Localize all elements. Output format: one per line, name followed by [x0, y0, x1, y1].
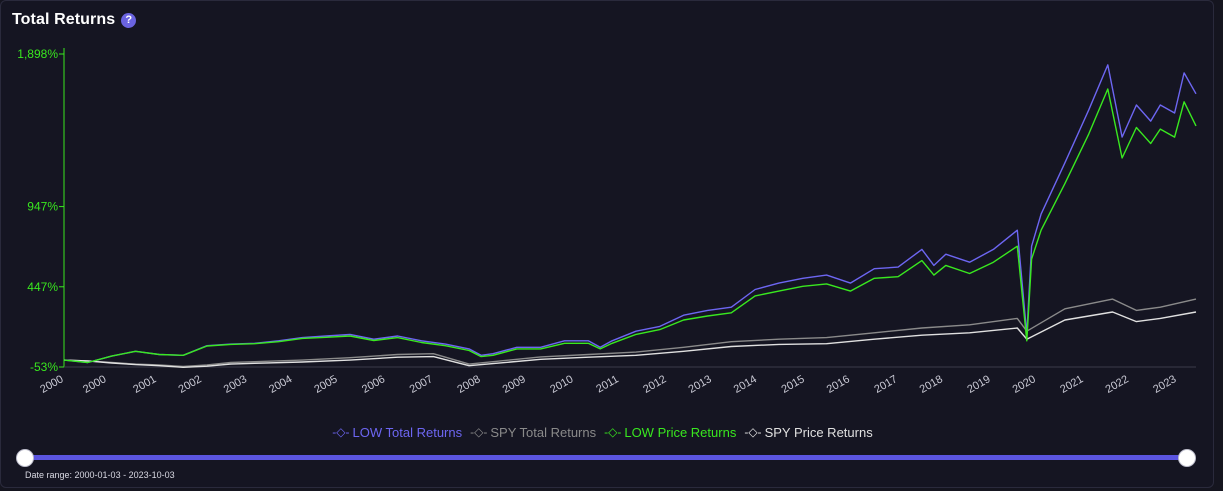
x-tick-label: 2020 — [1011, 373, 1038, 396]
x-tick-label: 2007 — [408, 373, 435, 396]
legend-label: LOW Price Returns — [624, 424, 737, 440]
y-tick-label: 447% — [27, 280, 58, 294]
x-tick-label: 2018 — [918, 373, 945, 396]
legend-marker-icon: -◇- — [744, 425, 762, 439]
y-tick-label: 1,898% — [17, 47, 58, 61]
y-tick-label: 947% — [27, 200, 58, 214]
x-tick-label: 2009 — [501, 373, 528, 396]
x-tick-label: 2000 — [38, 373, 65, 396]
chart-header: Total Returns ? — [12, 11, 137, 29]
date-range-slider-track[interactable] — [24, 455, 1188, 460]
x-tick-label: 2012 — [641, 373, 668, 396]
x-tick-label: 2000 — [81, 373, 108, 396]
help-icon[interactable]: ? — [121, 12, 137, 28]
chart-legend: -◇- LOW Total Returns -◇- SPY Total Returns… — [0, 424, 1205, 440]
legend-item[interactable]: -◇- SPY Total Returns — [470, 425, 596, 440]
chart-title: Total Returns — [12, 11, 116, 28]
line-chart: 1,898%947%447%-53%2000 2000 2001 2002 2003 20… — [17, 47, 1197, 396]
x-tick-label: 2001 — [131, 373, 158, 396]
x-tick-label: 2017 — [872, 373, 899, 396]
x-tick-label: 2008 — [455, 373, 482, 396]
x-tick-label: 2021 — [1058, 373, 1085, 396]
series-line-low-price-returns — [63, 88, 1197, 364]
x-tick-label: 2004 — [267, 373, 294, 396]
x-tick-label: 2022 — [1104, 373, 1131, 396]
y-tick-label: -53% — [30, 360, 58, 374]
legend-marker-icon: -◇- — [470, 425, 488, 439]
date-range-start-handle[interactable] — [16, 449, 34, 467]
date-range-end-handle[interactable] — [1178, 449, 1196, 467]
x-tick-label: 2023 — [1151, 373, 1178, 396]
x-tick-label: 2006 — [360, 373, 387, 396]
x-tick-label: 2016 — [825, 373, 852, 396]
legend-marker-icon: -◇- — [332, 425, 350, 439]
x-tick-label: 2005 — [312, 373, 339, 396]
legend-item[interactable]: -◇- LOW Total Returns — [332, 425, 462, 440]
series-line-spy-price-returns — [63, 311, 1197, 368]
x-tick-label: 2014 — [732, 373, 759, 396]
x-tick-label: 2002 — [177, 373, 204, 396]
legend-item[interactable]: -◇- SPY Price Returns — [744, 425, 872, 440]
series-line-low-total-returns — [63, 64, 1197, 364]
legend-label: SPY Price Returns — [764, 424, 873, 440]
x-tick-label: 2013 — [687, 373, 714, 396]
date-range-label: Date range: 2000-01-03 - 2023-10-03 — [25, 470, 175, 480]
x-tick-label: 2003 — [222, 373, 249, 396]
x-tick-label: 2019 — [965, 373, 992, 396]
legend-label: SPY Total Returns — [490, 424, 597, 440]
x-tick-label: 2015 — [779, 373, 806, 396]
legend-label: LOW Total Returns — [352, 424, 463, 440]
x-tick-label: 2010 — [548, 373, 575, 396]
legend-item[interactable]: -◇- LOW Price Returns — [604, 425, 736, 440]
x-tick-label: 2011 — [594, 373, 620, 395]
legend-marker-icon: -◇- — [604, 425, 622, 439]
